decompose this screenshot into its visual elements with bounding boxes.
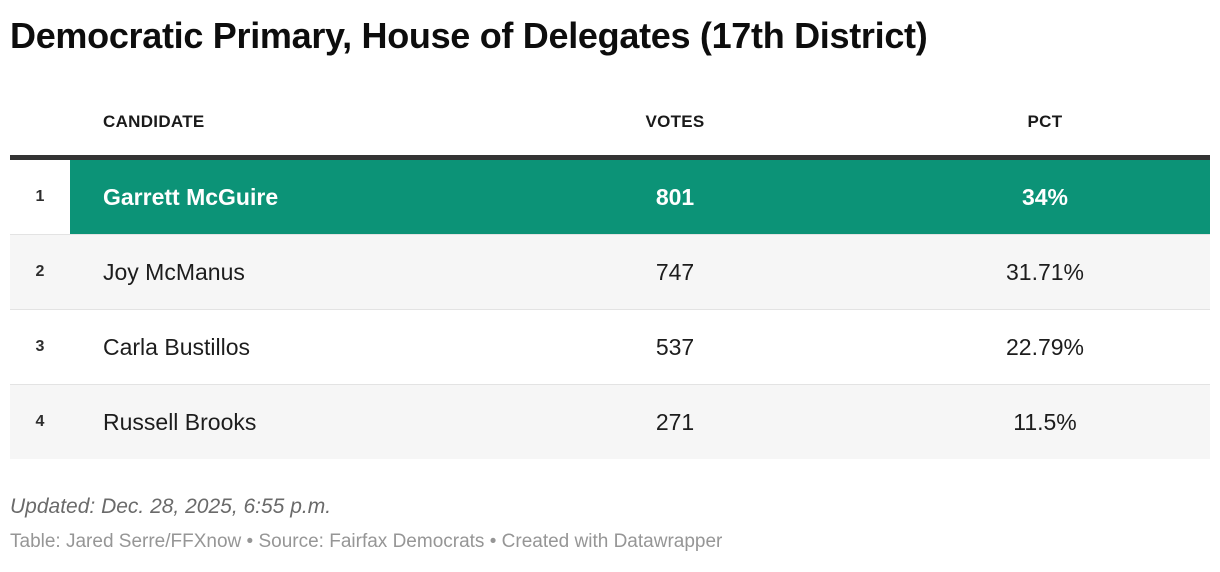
rank-cell: 2	[10, 234, 70, 310]
pct-cell: 22.79%	[880, 309, 1210, 385]
votes-cell: 747	[470, 234, 880, 310]
table-header: CANDIDATE VOTES PCT	[10, 89, 1210, 161]
table-row: 3 Carla Bustillos 537 22.79%	[10, 309, 1210, 385]
table-row: 1 Garrett McGuire 801 34%	[10, 157, 1210, 235]
header-row: CANDIDATE VOTES PCT	[10, 89, 1210, 161]
pct-cell: 31.71%	[880, 234, 1210, 310]
col-header-votes: VOTES	[470, 89, 880, 161]
votes-cell: 537	[470, 309, 880, 385]
table-row: 4 Russell Brooks 271 11.5%	[10, 384, 1210, 460]
votes-cell: 801	[470, 157, 880, 235]
rank-cell: 1	[10, 157, 70, 235]
rank-cell: 4	[10, 384, 70, 460]
results-table: CANDIDATE VOTES PCT 1 Garrett McGuire 80…	[10, 89, 1210, 460]
attribution: Table: Jared Serre/FFXnow • Source: Fair…	[10, 531, 723, 553]
candidate-cell: Carla Bustillos	[70, 309, 470, 385]
pct-cell: 11.5%	[880, 384, 1210, 460]
candidate-cell: Russell Brooks	[70, 384, 470, 460]
datawrapper-table-page: Democratic Primary, House of Delegates (…	[0, 14, 1220, 553]
col-header-pct: PCT	[880, 89, 1210, 161]
candidate-cell: Garrett McGuire	[70, 157, 470, 235]
updated-note: Updated: Dec. 28, 2025, 6:55 p.m.	[10, 495, 332, 519]
candidate-cell: Joy McManus	[70, 234, 470, 310]
table-row: 2 Joy McManus 747 31.71%	[10, 234, 1210, 310]
table-body: 1 Garrett McGuire 801 34% 2 Joy McManus …	[10, 157, 1210, 460]
votes-cell: 271	[470, 384, 880, 460]
pct-cell: 34%	[880, 157, 1210, 235]
col-header-candidate: CANDIDATE	[70, 89, 470, 161]
chart-title: Democratic Primary, House of Delegates (…	[10, 15, 928, 56]
col-header-rank	[10, 89, 70, 161]
rank-cell: 3	[10, 309, 70, 385]
